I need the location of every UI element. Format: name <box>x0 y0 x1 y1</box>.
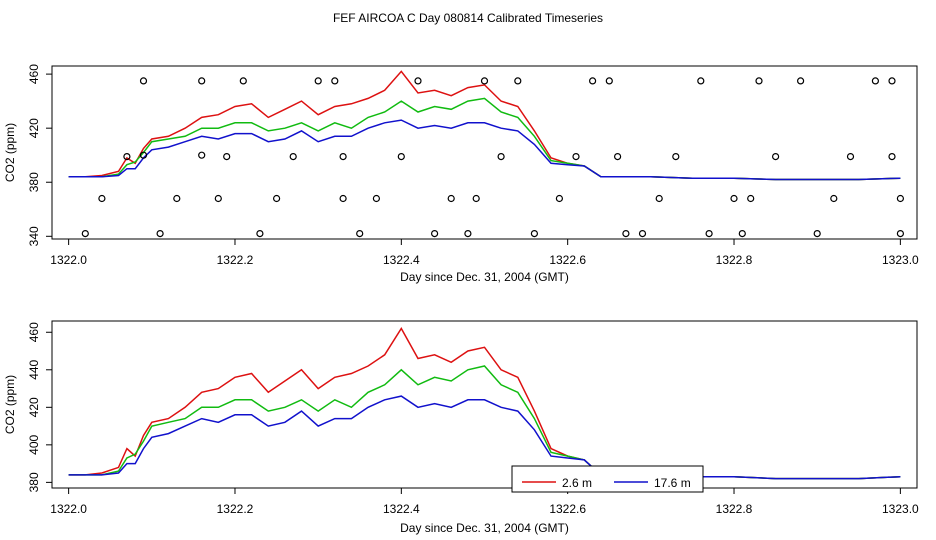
data-marker <box>289 153 297 161</box>
data-marker <box>98 194 106 203</box>
data-marker <box>447 194 455 203</box>
data-marker <box>655 194 663 203</box>
data-marker <box>198 77 206 85</box>
x-tick-label: 1322.0 <box>50 502 87 516</box>
data-marker <box>888 77 896 85</box>
data-marker <box>555 194 564 203</box>
data-marker <box>339 194 347 203</box>
data-marker <box>730 194 738 203</box>
series-line-blue <box>68 395 901 480</box>
data-marker <box>638 230 647 238</box>
data-marker <box>888 153 896 161</box>
y-tick-label: 440 <box>27 359 41 379</box>
data-marker <box>139 77 148 85</box>
data-marker <box>530 230 539 238</box>
y-axis-label: CO2 (ppm) <box>3 123 17 182</box>
x-axis-label: Day since Dec. 31, 2004 (GMT) <box>400 270 569 284</box>
data-marker <box>871 77 880 85</box>
data-marker <box>572 153 580 161</box>
y-tick-label: 380 <box>27 172 41 192</box>
data-marker <box>896 194 905 203</box>
data-marker <box>123 153 131 161</box>
legend-label: 17.6 m <box>654 476 691 490</box>
data-marker <box>705 230 713 238</box>
data-marker <box>755 77 763 85</box>
y-tick-label: 460 <box>27 322 41 342</box>
x-tick-label: 1322.8 <box>716 253 753 267</box>
data-marker <box>464 230 472 238</box>
y-tick-label: 420 <box>27 397 41 417</box>
data-marker <box>514 77 522 85</box>
data-marker <box>314 77 322 85</box>
data-marker <box>356 230 364 238</box>
data-marker <box>497 153 505 161</box>
data-marker <box>771 153 780 161</box>
data-marker <box>397 153 405 161</box>
x-tick-label: 1323.0 <box>882 502 919 516</box>
data-marker <box>480 77 489 85</box>
x-tick-label: 1322.0 <box>50 253 87 267</box>
legend: 2.6 m 17.6 m <box>511 465 704 493</box>
data-marker <box>239 77 247 85</box>
data-marker <box>339 153 347 161</box>
data-marker <box>472 194 480 203</box>
data-marker <box>747 194 755 203</box>
legend-box <box>511 465 704 493</box>
x-tick-label: 1322.6 <box>549 502 586 516</box>
data-marker <box>414 77 422 85</box>
data-marker <box>214 194 222 203</box>
data-marker <box>605 77 613 85</box>
y-tick-label: 420 <box>27 118 41 138</box>
data-marker <box>896 230 905 238</box>
plot-frame <box>51 320 918 489</box>
data-marker <box>738 230 746 238</box>
x-axis-label: Day since Dec. 31, 2004 (GMT) <box>400 521 569 535</box>
data-marker <box>613 153 622 161</box>
data-marker <box>796 77 805 85</box>
y-tick-label: 400 <box>27 435 41 455</box>
data-marker <box>588 77 597 85</box>
data-marker <box>813 230 821 238</box>
data-marker <box>672 153 680 161</box>
data-marker <box>372 194 380 203</box>
x-tick-label: 1322.4 <box>383 253 420 267</box>
legend-label: 2.6 m <box>562 476 592 490</box>
data-marker <box>256 230 264 238</box>
y-tick-label: 380 <box>27 472 41 492</box>
data-marker <box>81 230 89 238</box>
series-line-red <box>68 70 901 181</box>
bottom-panel: 1322.0 1322.2 1322.4 1322.6 1322.8 1323.0 380 4… <box>3 320 919 535</box>
series-line-blue <box>68 119 901 181</box>
data-marker <box>173 194 181 203</box>
x-tick-label: 1322.8 <box>716 502 753 516</box>
data-marker <box>846 153 855 161</box>
data-marker <box>198 151 206 159</box>
x-tick-label: 1322.2 <box>217 253 254 267</box>
series-line-red <box>68 327 901 480</box>
data-marker <box>830 194 838 203</box>
data-marker <box>156 230 164 238</box>
x-tick-label: 1322.6 <box>549 253 586 267</box>
y-tick-label: 340 <box>27 226 41 246</box>
y-tick-label: 460 <box>27 64 41 84</box>
data-marker <box>223 153 231 161</box>
data-marker <box>139 151 148 159</box>
y-axis-label: CO2 (ppm) <box>3 375 17 434</box>
figure-title: FEF AIRCOA C Day 080814 Calibrated Times… <box>333 11 603 25</box>
x-tick-label: 1322.2 <box>217 502 254 516</box>
data-marker <box>697 77 705 85</box>
data-marker <box>273 194 281 203</box>
top-panel: 1322.0 1322.2 1322.4 1322.6 1322.8 1323.0 340 3… <box>3 64 919 284</box>
data-marker <box>622 230 630 238</box>
data-marker <box>331 77 339 85</box>
x-tick-label: 1323.0 <box>882 253 919 267</box>
plot-frame <box>51 65 918 240</box>
x-tick-label: 1322.4 <box>383 502 420 516</box>
data-marker <box>431 230 439 238</box>
